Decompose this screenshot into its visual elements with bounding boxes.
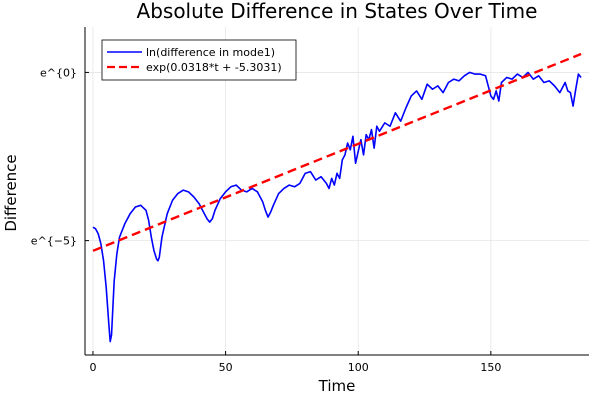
y-tick-label-1: e^{−5} [31,235,77,248]
legend-label-series-1: ln(difference in mode1) [146,46,275,59]
x-tick-label-2: 100 [348,361,369,374]
legend: ln(difference in mode1) exp(0.0318*t + -… [101,39,297,81]
series-line-2 [92,52,582,252]
y-tick-label-0: e^{0} [40,66,77,79]
x-tick-label-3: 150 [480,361,501,374]
series-line-1 [92,71,582,343]
legend-box [101,39,297,81]
axes [84,27,589,356]
legend-label-series-2: exp(0.0318*t + -5.3031) [146,61,282,74]
series [92,52,582,343]
x-axis-label: Time [318,377,356,395]
tick-labels: 0 50 100 150 e^{0} e^{−5} [31,66,502,374]
x-tick-label-0: 0 [89,361,96,374]
y-axis-label: Difference [2,154,20,231]
chart-title: Absolute Difference in States Over Time [137,0,538,23]
x-tick-label-1: 50 [219,361,233,374]
